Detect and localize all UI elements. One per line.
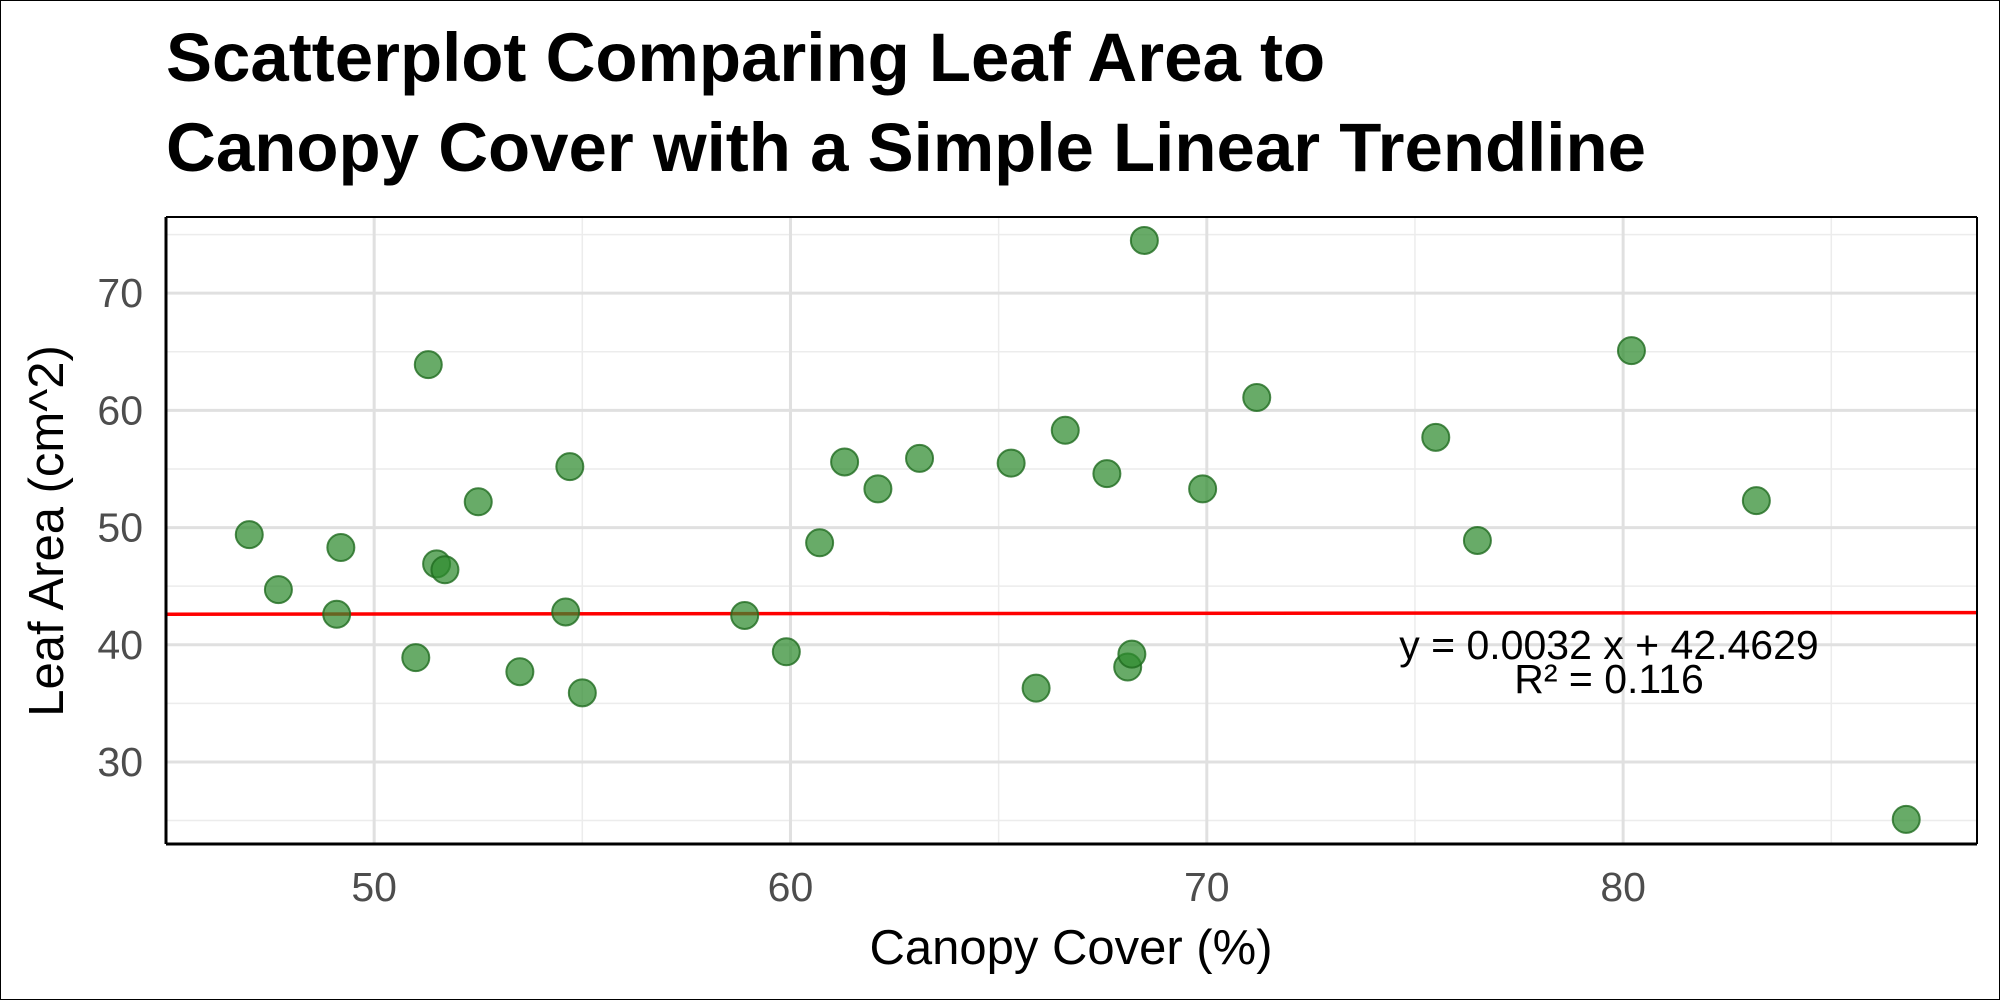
data-point bbox=[430, 555, 460, 585]
data-point bbox=[505, 657, 535, 687]
data-point bbox=[1421, 422, 1451, 452]
data-point bbox=[463, 487, 493, 517]
data-point bbox=[1050, 415, 1080, 445]
trendline bbox=[165, 610, 1978, 616]
regression-annotation: y = 0.0032 x + 42.4629 R² = 0.116 bbox=[1399, 622, 1818, 702]
x-tick-label: 70 bbox=[1184, 864, 1230, 910]
data-point bbox=[567, 678, 597, 708]
y-tick-label: 60 bbox=[97, 387, 143, 433]
data-point bbox=[830, 447, 860, 477]
axes bbox=[164, 216, 1978, 846]
data-point bbox=[326, 532, 356, 562]
x-tick-label: 60 bbox=[768, 864, 814, 910]
tick-labels: 50 60 70 80 30 40 50 60 70 bbox=[97, 270, 1646, 910]
equation-label: y = 0.0032 x + 42.4629 bbox=[1399, 622, 1818, 668]
data-point bbox=[805, 528, 835, 558]
x-tick-label: 80 bbox=[1600, 864, 1646, 910]
x-axis-title: Canopy Cover (%) bbox=[869, 921, 1272, 975]
data-point bbox=[413, 350, 443, 380]
y-tick-label: 40 bbox=[97, 622, 143, 668]
data-point bbox=[1242, 382, 1272, 412]
data-point bbox=[771, 637, 801, 667]
data-point bbox=[1891, 804, 1921, 834]
data-point bbox=[905, 443, 935, 473]
data-point bbox=[1117, 639, 1147, 669]
x-tick-label: 50 bbox=[351, 864, 397, 910]
data-points bbox=[234, 225, 1921, 834]
y-tick-label: 50 bbox=[97, 505, 143, 551]
data-point bbox=[1462, 525, 1492, 555]
data-point bbox=[863, 474, 893, 504]
grid-lines bbox=[166, 217, 1977, 844]
data-point bbox=[234, 520, 264, 550]
data-point bbox=[1021, 673, 1051, 703]
chart-title-line-1: Scatterplot Comparing Leaf Area to bbox=[166, 19, 1325, 96]
data-point bbox=[996, 448, 1026, 478]
data-point bbox=[551, 597, 581, 627]
data-point bbox=[263, 575, 293, 605]
data-point bbox=[1741, 486, 1771, 516]
y-tick-label: 30 bbox=[97, 739, 143, 785]
data-point bbox=[401, 643, 431, 673]
data-point bbox=[1129, 225, 1159, 255]
chart-title-line-2: Canopy Cover with a Simple Linear Trendl… bbox=[166, 109, 1646, 186]
data-point bbox=[322, 599, 352, 629]
data-point bbox=[1616, 336, 1646, 366]
r-squared-label: R² = 0.116 bbox=[1514, 656, 1704, 702]
data-point bbox=[730, 600, 760, 630]
trendline-layer bbox=[165, 610, 1978, 616]
data-point bbox=[1188, 474, 1218, 504]
y-tick-label: 70 bbox=[97, 270, 143, 316]
data-point bbox=[555, 452, 585, 482]
chart-title: Scatterplot Comparing Leaf Area to Canop… bbox=[166, 19, 1646, 186]
data-point bbox=[1092, 459, 1122, 489]
y-axis-title: Leaf Area (cm^2) bbox=[20, 345, 74, 717]
